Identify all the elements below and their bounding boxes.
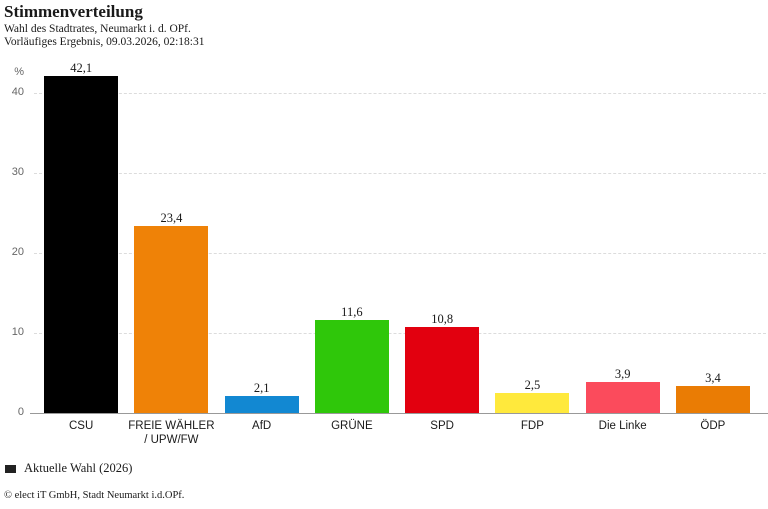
gridline-20	[34, 253, 766, 254]
x-axis-line	[30, 413, 768, 414]
bar-gruene	[314, 320, 389, 413]
gridline-10	[34, 333, 766, 334]
bar-afd	[224, 396, 299, 413]
bar-column-freie-waehler-upw-fw: 23,4	[126, 60, 216, 413]
y-tick-label-0: 0	[17, 406, 24, 418]
bar-freie-waehler-upw-fw	[134, 226, 209, 413]
bar-value-label-afd: 2,1	[253, 380, 270, 395]
x-category-label-afd: AfD	[252, 420, 272, 432]
y-tick-label-40: 40	[11, 86, 24, 98]
bar-value-label-csu: 42,1	[70, 60, 93, 75]
chart-legend: Aktuelle Wahl (2026)	[5, 461, 132, 476]
bar-column-csu: 42,1	[36, 60, 126, 413]
x-category-label-spd: SPD	[430, 420, 454, 432]
bar-value-label-spd: 10,8	[431, 311, 454, 326]
bar-oedp	[675, 386, 750, 413]
bar-value-label-freie-waehler-upw-fw: 23,4	[160, 210, 183, 225]
x-category-label-csu: CSU	[68, 420, 94, 432]
bar-value-label-oedp: 3,4	[705, 370, 721, 385]
x-category-label-fdp: FDP	[520, 420, 544, 432]
x-category-label-gruene: GRÜNE	[331, 420, 373, 432]
legend-swatch	[5, 464, 16, 473]
gridline-30	[34, 173, 766, 174]
copyright-notice: © elect iT GmbH, Stadt Neumarkt i.d.OPf.	[4, 490, 185, 501]
legend-label: Aktuelle Wahl (2026)	[24, 461, 133, 475]
gridline-40	[34, 93, 766, 94]
bar-fdp	[495, 393, 570, 413]
chart-status-line: Vorläufiges Ergebnis, 09.03.2026, 02:18:…	[4, 35, 205, 48]
x-category-label-oedp: ÖDP	[700, 420, 726, 432]
page-title: Stimmenverteilung	[4, 2, 143, 21]
bars-area: 42,1 23,4 2,1 11,6 10,8 2,5 3,9 3,4	[36, 60, 758, 413]
x-category-label-die-linke: Die Linke	[598, 420, 647, 432]
bar-column-spd: 10,8	[397, 60, 487, 413]
chart-header: Stimmenverteilung Wahl des Stadtrates, N…	[4, 2, 205, 48]
y-tick-label-20: 20	[11, 246, 24, 258]
bar-value-label-gruene: 11,6	[341, 304, 363, 319]
bar-csu	[44, 76, 119, 413]
x-axis-category-labels: CSU FREIE WÄHLER / UPW/FW AfD GRÜNE SPD FDP Di…	[36, 419, 758, 448]
bar-column-oedp: 3,4	[668, 60, 758, 413]
y-tick-label-10: 10	[11, 326, 24, 338]
bar-die-linke	[585, 382, 660, 413]
bar-value-label-die-linke: 3,9	[614, 366, 631, 381]
bar-column-afd: 2,1	[217, 60, 307, 413]
x-category-label-freie-waehler-upw-fw: FREIE WÄHLER / UPW/FW	[128, 420, 215, 447]
bar-value-label-fdp: 2,5	[524, 377, 541, 392]
bar-column-fdp: 2,5	[487, 60, 577, 413]
y-axis-unit-label: %	[14, 66, 24, 78]
chart-subtitle: Wahl des Stadtrates, Neumarkt i. d. OPf.	[4, 22, 191, 35]
bar-column-gruene: 11,6	[307, 60, 397, 413]
bar-spd	[405, 327, 480, 413]
y-tick-label-30: 30	[11, 166, 24, 178]
bar-column-die-linke: 3,9	[578, 60, 668, 413]
